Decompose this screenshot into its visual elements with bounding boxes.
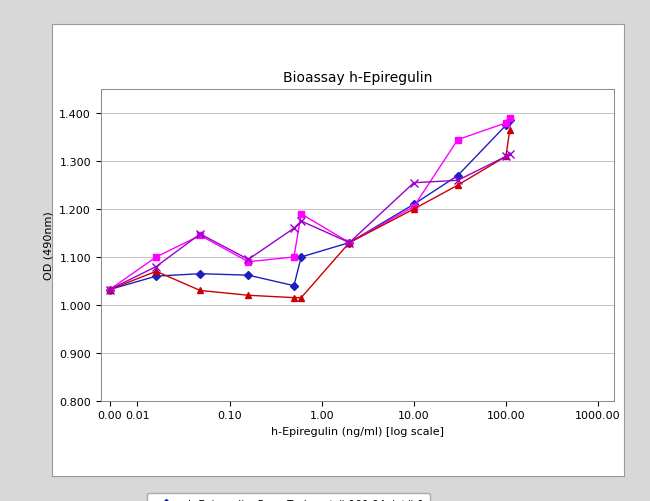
h-Epiregulin; PeproTech; cat # 100-04; lot# 2 <box>106 287 114 293</box>
h-Epiregulin; PeproTech; cat # 100-04; lot# 2 <box>346 240 354 246</box>
h-Epiregulin; PeproTech; cat # 100-04; lot# 3 <box>106 287 114 293</box>
h-Epiregulin; PeproTech; cat # 100-04; lot# 2 <box>454 183 462 189</box>
X-axis label: h-Epiregulin (ng/ml) [log scale]: h-Epiregulin (ng/ml) [log scale] <box>271 426 444 436</box>
h-Epiregulin; PeproTech; cat # 100-04; lot# 3 <box>506 152 514 158</box>
h-Epiregulin; PeproTech; cat # 100-04; lot# 1 <box>290 283 298 289</box>
h-Epiregulin; PeproTech; cat # 100-04; lot# 2 <box>196 288 204 294</box>
Line: h-Epiregulin; PeproTech; cat # 100-04; lot# 3: h-Epiregulin; PeproTech; cat # 100-04; l… <box>105 150 514 294</box>
h-Epiregulin; PeproTech; cat # 100-04; lot# 1 <box>346 240 354 246</box>
Line: h-Epiregulin; Competitor: h-Epiregulin; Competitor <box>107 116 512 293</box>
h-Epiregulin; PeproTech; cat # 100-04; lot# 3 <box>297 218 305 224</box>
h-Epiregulin; Competitor <box>297 211 305 217</box>
h-Epiregulin; PeproTech; cat # 100-04; lot# 3 <box>196 231 204 237</box>
h-Epiregulin; PeproTech; cat # 100-04; lot# 3 <box>244 257 252 263</box>
h-Epiregulin; Competitor <box>506 116 514 122</box>
h-Epiregulin; PeproTech; cat # 100-04; lot# 2 <box>502 154 510 160</box>
h-Epiregulin; PeproTech; cat # 100-04; lot# 3 <box>290 226 298 232</box>
Y-axis label: OD (490nm): OD (490nm) <box>44 211 54 280</box>
h-Epiregulin; Competitor <box>454 137 462 143</box>
Line: h-Epiregulin; PeproTech; cat # 100-04; lot# 2: h-Epiregulin; PeproTech; cat # 100-04; l… <box>107 128 512 301</box>
h-Epiregulin; PeproTech; cat # 100-04; lot# 1 <box>244 273 252 279</box>
h-Epiregulin; PeproTech; cat # 100-04; lot# 2 <box>410 206 418 212</box>
h-Epiregulin; PeproTech; cat # 100-04; lot# 1 <box>410 202 418 208</box>
h-Epiregulin; PeproTech; cat # 100-04; lot# 1 <box>106 287 114 293</box>
h-Epiregulin; PeproTech; cat # 100-04; lot# 3 <box>410 180 418 186</box>
h-Epiregulin; PeproTech; cat # 100-04; lot# 2 <box>152 269 160 275</box>
h-Epiregulin; PeproTech; cat # 100-04; lot# 2 <box>290 295 298 301</box>
h-Epiregulin; Competitor <box>106 287 114 293</box>
h-Epiregulin; PeproTech; cat # 100-04; lot# 3 <box>152 264 160 270</box>
Title: Bioassay h-Epiregulin: Bioassay h-Epiregulin <box>283 71 432 85</box>
h-Epiregulin; Competitor <box>244 259 252 265</box>
Line: h-Epiregulin; PeproTech; cat # 100-04; lot# 1: h-Epiregulin; PeproTech; cat # 100-04; l… <box>107 118 512 293</box>
h-Epiregulin; PeproTech; cat # 100-04; lot# 1 <box>196 271 204 277</box>
h-Epiregulin; PeproTech; cat # 100-04; lot# 2 <box>506 128 514 134</box>
h-Epiregulin; PeproTech; cat # 100-04; lot# 1 <box>506 118 514 124</box>
h-Epiregulin; PeproTech; cat # 100-04; lot# 2 <box>244 293 252 299</box>
h-Epiregulin; Competitor <box>196 233 204 239</box>
h-Epiregulin; PeproTech; cat # 100-04; lot# 1 <box>454 173 462 179</box>
h-Epiregulin; Competitor <box>346 240 354 246</box>
h-Epiregulin; Competitor <box>502 121 510 127</box>
h-Epiregulin; PeproTech; cat # 100-04; lot# 2 <box>297 295 305 301</box>
h-Epiregulin; PeproTech; cat # 100-04; lot# 1 <box>297 255 305 261</box>
h-Epiregulin; Competitor <box>290 255 298 261</box>
h-Epiregulin; PeproTech; cat # 100-04; lot# 3 <box>454 178 462 184</box>
h-Epiregulin; Competitor <box>410 204 418 210</box>
h-Epiregulin; PeproTech; cat # 100-04; lot# 3 <box>502 154 510 160</box>
h-Epiregulin; Competitor <box>152 255 160 261</box>
h-Epiregulin; PeproTech; cat # 100-04; lot# 1 <box>152 274 160 280</box>
h-Epiregulin; PeproTech; cat # 100-04; lot# 3 <box>346 240 354 246</box>
h-Epiregulin; PeproTech; cat # 100-04; lot# 1 <box>502 123 510 129</box>
Legend: h-Epiregulin; PeproTech; cat # 100-04; lot# 1, h-Epiregulin; Competitor, h-Epire: h-Epiregulin; PeproTech; cat # 100-04; l… <box>147 493 430 501</box>
